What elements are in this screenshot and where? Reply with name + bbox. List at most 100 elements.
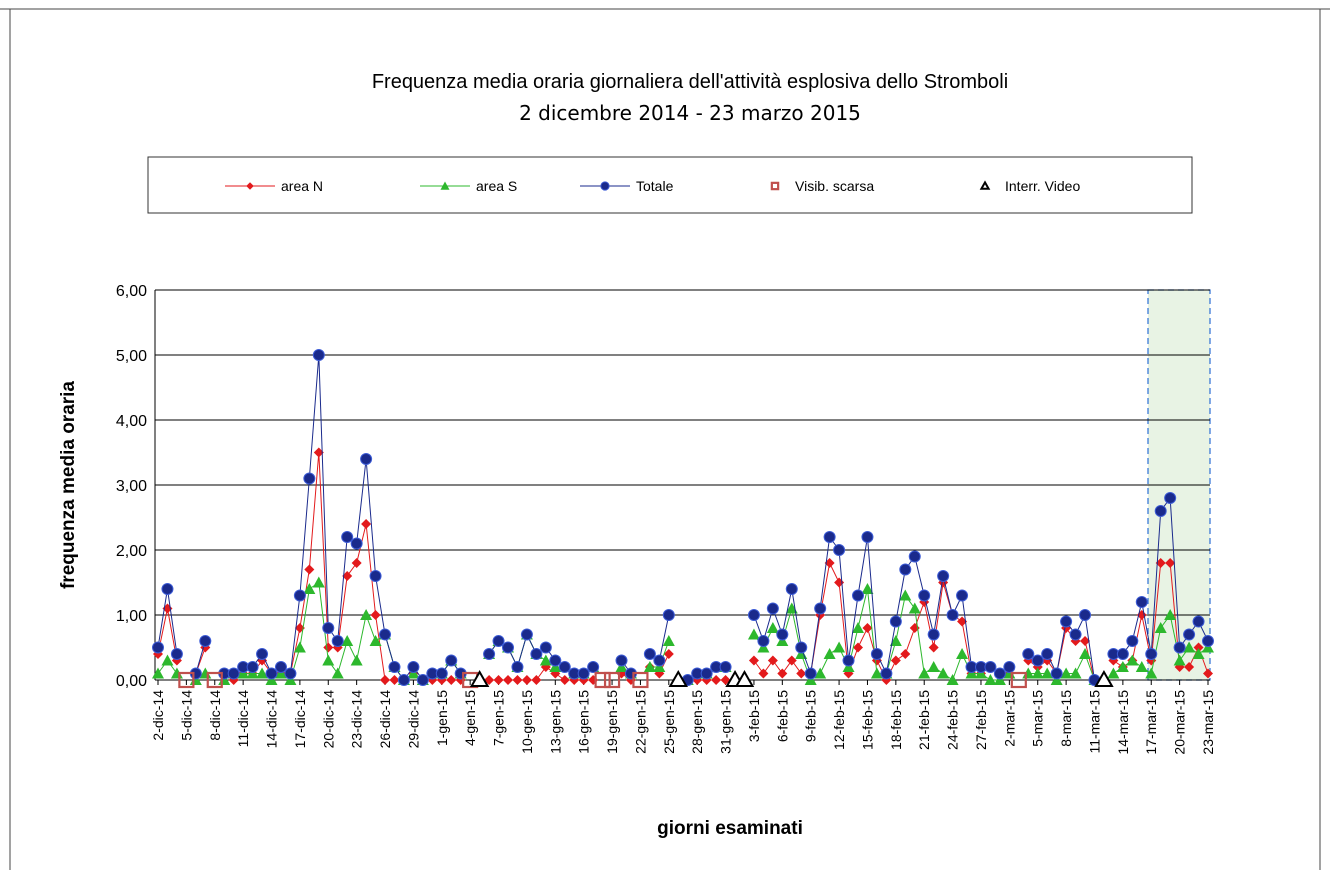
marker-circle — [757, 635, 770, 647]
marker-open-triangle — [734, 669, 755, 687]
chart-title: Frequenza media oraria giornaliera dell'… — [372, 71, 1008, 93]
x-tick-label: 5-dic-14 — [178, 690, 194, 741]
x-tick-label: 14-mar-15 — [1115, 690, 1131, 755]
marker-diamond — [786, 655, 797, 666]
marker-triangle — [341, 635, 354, 646]
marker-diamond — [1184, 662, 1195, 672]
x-tick-label: 23-mar-15 — [1200, 690, 1216, 755]
marker-circle — [227, 667, 240, 680]
marker-triangle — [861, 583, 874, 594]
marker-triangle — [833, 641, 846, 653]
marker-triangle — [937, 667, 950, 679]
y-tick-label: 6,00 — [116, 283, 147, 300]
x-tick-label: 5-mar-15 — [1030, 690, 1046, 747]
marker-circle — [842, 654, 855, 667]
legend-box — [147, 156, 1193, 214]
marker-circle — [161, 583, 174, 595]
marker-circle — [577, 667, 590, 680]
series-line — [157, 452, 1209, 682]
x-tick-label: 14-dic-14 — [264, 690, 280, 749]
marker-diamond — [1080, 636, 1091, 646]
x-tick-label: 21-feb-15 — [916, 690, 932, 750]
marker-open-triangle — [1094, 669, 1114, 687]
x-tick-label: 18-feb-15 — [888, 690, 904, 750]
marker-triangle — [823, 648, 836, 659]
marker-circle — [795, 641, 808, 654]
marker-circle — [918, 589, 931, 602]
marker-circle — [993, 667, 1006, 680]
marker-diamond — [824, 558, 835, 568]
marker-triangle — [956, 648, 969, 659]
x-tick-label: 3-feb-15 — [746, 690, 762, 742]
y-tick-label: 1,00 — [116, 608, 147, 625]
legend-label: Totale — [636, 178, 674, 194]
x-tick-label: 2-dic-14 — [150, 690, 166, 741]
x-tick-label: 26-dic-14 — [377, 690, 393, 749]
marker-triangle — [747, 628, 760, 640]
marker-circle — [927, 628, 940, 641]
marker-triangle — [1116, 661, 1129, 672]
marker-triangle — [918, 667, 931, 679]
x-tick-label: 4-gen-15 — [462, 690, 478, 746]
x-tick-label: 25-gen-15 — [661, 690, 677, 754]
y-tick-label: 5,00 — [116, 348, 147, 365]
marker-circle — [388, 661, 401, 673]
marker-diamond — [890, 655, 901, 666]
marker-triangle — [256, 667, 269, 679]
legend-label: Visib. scarsa — [795, 178, 874, 194]
marker-triangle — [331, 667, 344, 679]
marker-circle — [284, 667, 297, 680]
x-tick-label: 6-feb-15 — [774, 690, 790, 742]
marker-square — [1010, 671, 1027, 689]
marker-triangle — [1145, 667, 1158, 679]
marker-circle — [1079, 609, 1092, 621]
marker-circle — [600, 181, 610, 191]
marker-circle — [889, 615, 902, 628]
marker-circle — [804, 667, 817, 680]
marker-triangle — [1192, 648, 1205, 659]
chart-subtitle: 2 dicembre 2014 - 23 marzo 2015 — [519, 101, 861, 125]
marker-circle — [861, 531, 874, 543]
marker-circle — [199, 635, 212, 647]
marker-triangle — [1107, 667, 1120, 679]
marker-triangle — [1031, 667, 1044, 679]
marker-circle — [558, 661, 571, 673]
marker-circle — [152, 641, 164, 654]
marker-circle — [1003, 661, 1016, 673]
x-tick-label: 31-gen-15 — [718, 690, 734, 754]
marker-diamond — [313, 447, 324, 458]
marker-circle — [1041, 648, 1054, 660]
marker-triangle — [440, 181, 450, 190]
marker-diamond — [323, 642, 334, 653]
marker-circle — [492, 635, 505, 647]
marker-circle — [662, 609, 675, 621]
marker-circle — [984, 661, 997, 673]
marker-circle — [833, 544, 846, 556]
marker-triangle — [643, 661, 656, 672]
legend-label: area S — [476, 178, 517, 194]
marker-circle — [312, 349, 325, 361]
x-tick-label: 1-gen-15 — [434, 690, 450, 746]
marker-triangle — [927, 661, 940, 672]
marker-circle — [1069, 628, 1082, 641]
marker-circle — [1192, 615, 1205, 628]
marker-diamond — [493, 675, 504, 685]
x-tick-label: 29-dic-14 — [405, 690, 421, 749]
marker-circle — [360, 453, 373, 465]
marker-open-triangle — [469, 669, 490, 687]
x-tick-label: 15-feb-15 — [859, 690, 875, 750]
marker-circle — [539, 641, 552, 654]
marker-circle — [880, 667, 893, 680]
marker-circle — [502, 641, 514, 654]
marker-circle — [511, 661, 524, 673]
marker-circle — [870, 648, 883, 660]
marker-diamond — [1155, 558, 1166, 568]
y-tick-label: 3,00 — [116, 478, 147, 495]
marker-circle — [407, 661, 420, 673]
marker-triangle — [785, 602, 798, 614]
marker-circle — [341, 531, 354, 543]
marker-circle — [946, 609, 959, 621]
marker-circle — [700, 667, 713, 680]
marker-diamond — [512, 675, 523, 685]
marker-triangle — [984, 674, 997, 685]
